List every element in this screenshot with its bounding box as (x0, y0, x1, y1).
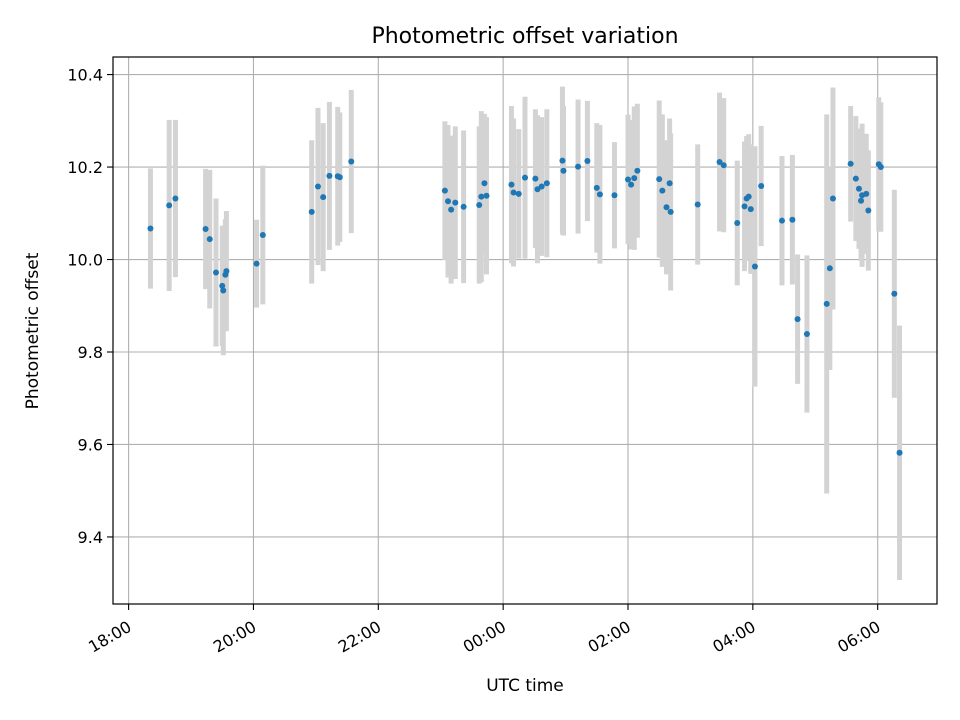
data-point (575, 163, 582, 170)
data-point (441, 187, 448, 194)
data-point (448, 206, 455, 213)
data-point (863, 190, 870, 197)
data-point (745, 193, 752, 200)
data-point (213, 269, 219, 276)
data-point (789, 216, 796, 223)
data-point (452, 199, 459, 206)
data-point (223, 268, 230, 275)
data-point (823, 300, 830, 307)
data-point (172, 195, 179, 202)
data-point (666, 180, 673, 187)
data-point (543, 180, 550, 187)
data-point (741, 203, 748, 210)
data-point (481, 180, 488, 187)
y-tick-label: 10.0 (67, 251, 103, 270)
data-point (663, 204, 670, 211)
data-point (259, 232, 266, 239)
data-point (847, 160, 854, 167)
data-point (596, 191, 603, 198)
y-tick-label: 10.2 (67, 158, 103, 177)
data-point (634, 167, 641, 174)
y-tick-label: 9.6 (78, 435, 103, 454)
data-point (445, 198, 452, 205)
data-point (460, 203, 467, 210)
data-point (855, 185, 862, 192)
data-point (611, 192, 618, 199)
data-point (734, 219, 741, 226)
data-point (865, 207, 872, 214)
data-point (538, 183, 545, 190)
data-point (532, 175, 539, 182)
data-point (202, 226, 209, 233)
data-point (478, 193, 485, 200)
data-point (483, 192, 490, 199)
data-points (147, 157, 903, 456)
chart-title: Photometric offset variation (371, 24, 678, 49)
data-point (720, 162, 727, 169)
data-point (747, 206, 754, 213)
data-point (628, 181, 635, 188)
data-point (716, 158, 723, 165)
data-point (794, 316, 801, 323)
data-point (147, 225, 154, 232)
data-point (510, 189, 517, 196)
data-point (826, 265, 833, 272)
data-point (220, 287, 227, 294)
data-point (348, 158, 355, 165)
data-point (758, 183, 765, 190)
data-point (476, 201, 483, 208)
data-point (778, 217, 785, 224)
data-point (219, 282, 226, 289)
data-point (694, 201, 701, 208)
data-point (320, 194, 327, 201)
data-point (253, 260, 260, 267)
plot-frame (112, 56, 938, 605)
data-point (852, 175, 859, 182)
data-point (308, 208, 315, 215)
data-point (166, 202, 173, 209)
y-axis-ticks: 9.4 9.6 9.8 10.0 10.2 10.4 (67, 66, 113, 547)
data-point (593, 184, 600, 191)
y-axis-label: Photometric offset (23, 252, 43, 409)
y-tick-label: 9.4 (78, 528, 103, 547)
data-point (336, 174, 343, 181)
data-point (803, 330, 810, 337)
data-point (584, 158, 591, 165)
data-point (896, 449, 903, 456)
data-point (206, 236, 213, 243)
data-point (659, 187, 666, 194)
data-point (559, 157, 566, 164)
data-point (829, 195, 836, 202)
data-point (508, 181, 515, 188)
data-point (877, 164, 884, 171)
data-point (858, 197, 865, 204)
data-point (515, 190, 522, 197)
data-point (751, 263, 758, 270)
data-point (560, 167, 567, 174)
data-point (625, 176, 631, 183)
data-point (891, 290, 898, 297)
x-axis-label: UTC time (486, 676, 564, 696)
data-point (667, 208, 674, 215)
data-point (522, 174, 528, 181)
data-point (326, 172, 333, 179)
y-tick-label: 9.8 (78, 343, 103, 362)
data-point (631, 175, 638, 182)
y-tick-label: 10.4 (67, 66, 103, 85)
data-point (656, 176, 663, 183)
data-point (314, 183, 321, 190)
